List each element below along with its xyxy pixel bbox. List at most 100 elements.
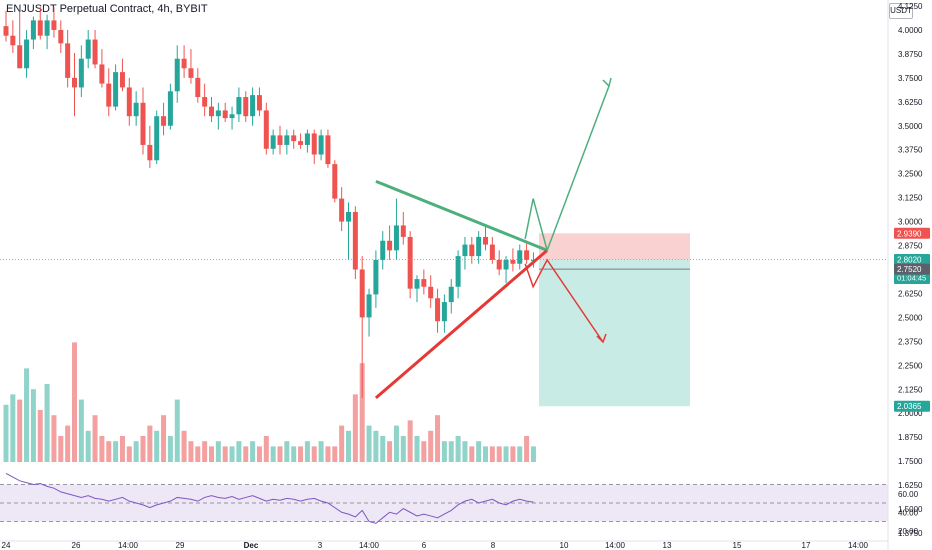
candle-body: [30, 20, 36, 40]
candle-body: [229, 114, 235, 119]
volume-bar: [414, 436, 420, 462]
volume-bar: [229, 446, 235, 462]
candle-body: [85, 39, 91, 59]
volume-bar: [476, 441, 482, 462]
volume-bar: [30, 389, 36, 462]
volume-bar: [99, 436, 105, 462]
volume-bar: [304, 441, 310, 462]
volume-bar: [58, 436, 64, 462]
volume-bar: [195, 446, 201, 462]
volume-bar: [448, 441, 454, 462]
volume-bar: [140, 436, 146, 462]
candle-body: [24, 39, 30, 69]
candle-body: [284, 135, 290, 145]
volume-bar: [85, 430, 91, 462]
candle-body: [400, 225, 406, 237]
volume-bar: [346, 430, 351, 462]
price-tick-label: 3.5000: [898, 122, 923, 131]
candle-body: [147, 144, 153, 161]
volume-bar: [209, 446, 214, 462]
volume-bar: [92, 415, 98, 462]
candle-body: [215, 110, 221, 117]
price-tick-label: 2.0000: [898, 409, 923, 418]
volume-bar: [455, 436, 461, 462]
price-tick-label: 2.6250: [898, 289, 923, 298]
price-label-extra: 01:04:45: [897, 274, 926, 283]
candle-body: [373, 259, 379, 295]
currency-badge[interactable]: USDT: [889, 3, 913, 19]
time-tick-label: 3: [318, 541, 323, 550]
candle-body: [78, 58, 84, 88]
volume-bar: [72, 342, 77, 462]
volume-bar: [510, 446, 516, 462]
time-tick-label: 26: [72, 541, 81, 550]
candle-body: [469, 244, 475, 257]
volume-bar: [421, 441, 427, 462]
time-tick-label: 13: [663, 541, 672, 550]
candle-body: [65, 43, 71, 78]
price-label-text: 2.7520: [897, 265, 922, 274]
candle-body: [318, 135, 324, 155]
candle-body: [517, 250, 523, 264]
volume-bar: [167, 436, 173, 462]
volume-bar: [126, 446, 132, 462]
price-tick-label: 2.2500: [898, 361, 923, 370]
time-tick-label: 14:00: [605, 541, 626, 550]
volume-bar: [352, 394, 358, 462]
volume-bar: [277, 446, 283, 462]
volume-bar: [524, 436, 530, 462]
volume-bar: [393, 425, 399, 462]
volume-bar: [503, 446, 509, 462]
candle-body: [277, 135, 283, 145]
volume-bar: [215, 441, 221, 462]
candle-body: [51, 20, 57, 30]
volume-bar: [489, 446, 495, 462]
volume-bar: [284, 441, 290, 462]
price-label-text: 2.8020: [897, 256, 922, 265]
volume-bar: [298, 446, 304, 462]
price-tick-label: 3.7500: [898, 74, 923, 83]
triangle-lower-line: [374, 249, 549, 400]
candle-body: [58, 29, 64, 44]
candle-body: [407, 236, 413, 289]
candle-body: [209, 106, 214, 117]
bullish-arrow-head: [602, 77, 612, 88]
stop-loss-zone: [539, 233, 690, 260]
candle-body: [126, 87, 132, 117]
candle-body: [503, 259, 509, 270]
candle-body: [270, 135, 276, 149]
candle-body: [256, 95, 262, 111]
price-tick-label: 2.5000: [898, 313, 923, 322]
volume-bar: [462, 441, 468, 462]
candle-body: [44, 20, 50, 36]
candle-body: [202, 97, 208, 107]
price-tick-label: 2.8750: [898, 242, 923, 251]
price-tick-label: 1.8750: [898, 433, 923, 442]
time-tick-label: 8: [491, 541, 496, 550]
volume-bar: [106, 441, 112, 462]
price-tick-label: 2.1250: [898, 385, 923, 394]
volume-bar: [44, 384, 50, 462]
candle-body: [236, 97, 242, 115]
volume-bar: [202, 441, 208, 462]
candle-body: [339, 198, 345, 222]
candle-body: [181, 58, 187, 69]
price-label-box: [894, 263, 930, 275]
candle-body: [291, 135, 297, 142]
candle-body: [167, 91, 173, 126]
bearish-arrow-head: [596, 333, 607, 344]
candle-body: [441, 302, 447, 322]
candle-body: [3, 26, 9, 36]
candle-body: [188, 68, 194, 78]
time-tick-label: 14:00: [118, 541, 139, 550]
candle-body: [174, 58, 180, 92]
volume-bar: [291, 446, 297, 462]
volume-bar: [147, 425, 153, 462]
volume-bar: [113, 441, 119, 462]
volume-bar: [51, 415, 57, 462]
candle-body: [113, 72, 119, 107]
time-tick-label: Dec: [244, 541, 259, 550]
time-tick-label: 14:00: [359, 541, 380, 550]
price-tick-label: 3.0000: [898, 218, 923, 227]
